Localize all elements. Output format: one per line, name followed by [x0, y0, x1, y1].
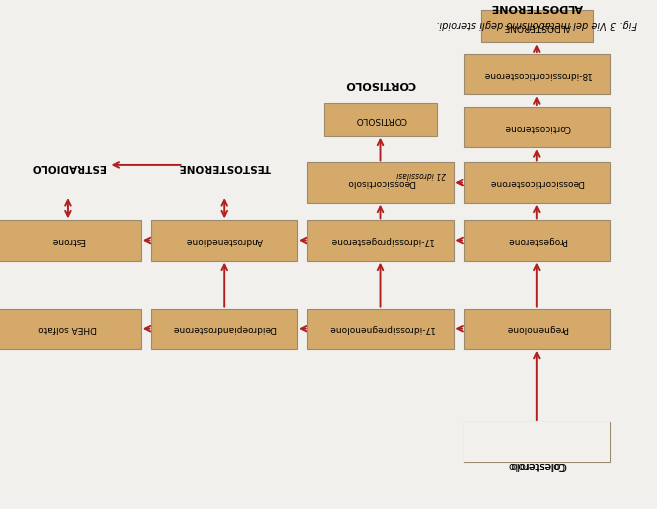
Text: DHEA solfato: DHEA solfato — [39, 324, 97, 333]
Text: Corticosterone: Corticosterone — [503, 123, 570, 132]
FancyBboxPatch shape — [0, 220, 141, 261]
FancyBboxPatch shape — [464, 422, 610, 462]
Text: Deossicortisolo: Deossicortisolo — [346, 178, 415, 187]
Text: TESTOSTERONE: TESTOSTERONE — [178, 162, 271, 173]
Text: Colesterolo: Colesterolo — [507, 460, 566, 470]
FancyBboxPatch shape — [464, 54, 610, 94]
FancyBboxPatch shape — [325, 103, 437, 136]
Text: Progesterone: Progesterone — [507, 236, 567, 245]
FancyBboxPatch shape — [151, 220, 298, 261]
Text: ALDOSTERONE: ALDOSTERONE — [503, 22, 570, 31]
Text: Deidroepiandrosterone: Deidroepiandrosterone — [172, 324, 277, 333]
Text: 17-idrossiprogesterone: 17-idrossiprogesterone — [328, 236, 433, 245]
FancyBboxPatch shape — [480, 10, 593, 42]
FancyBboxPatch shape — [464, 308, 610, 349]
Text: 17-idrossipregnenolone: 17-idrossipregnenolone — [327, 324, 434, 333]
Text: Colesterolo: Colesterolo — [510, 460, 564, 470]
Text: Estrone: Estrone — [51, 236, 85, 245]
Text: CORTISOLO: CORTISOLO — [345, 79, 416, 89]
FancyBboxPatch shape — [464, 107, 610, 147]
FancyBboxPatch shape — [0, 308, 141, 349]
Text: Colesterolo: Colesterolo — [511, 438, 562, 446]
Text: Androstenedione: Androstenedione — [186, 236, 263, 245]
FancyBboxPatch shape — [464, 220, 610, 261]
Text: Pregnenolone: Pregnenolone — [506, 324, 568, 333]
Text: Fig. 3 Vie del metabolismo degli steroidi.: Fig. 3 Vie del metabolismo degli steroid… — [436, 19, 637, 29]
Text: ESTRADIOLO: ESTRADIOLO — [31, 162, 105, 173]
Text: 18-idrossicorticosterone: 18-idrossicorticosterone — [482, 70, 591, 79]
FancyBboxPatch shape — [307, 162, 454, 203]
Text: Deossicorticosterone: Deossicorticosterone — [489, 178, 584, 187]
FancyBboxPatch shape — [307, 220, 454, 261]
FancyBboxPatch shape — [464, 422, 610, 462]
Text: CORTISOLO: CORTISOLO — [355, 115, 406, 124]
Text: ALDOSTERONE: ALDOSTERONE — [491, 2, 583, 12]
FancyBboxPatch shape — [151, 308, 298, 349]
FancyBboxPatch shape — [307, 308, 454, 349]
FancyBboxPatch shape — [464, 162, 610, 203]
Text: 21 idrossilasi: 21 idrossilasi — [396, 171, 446, 180]
